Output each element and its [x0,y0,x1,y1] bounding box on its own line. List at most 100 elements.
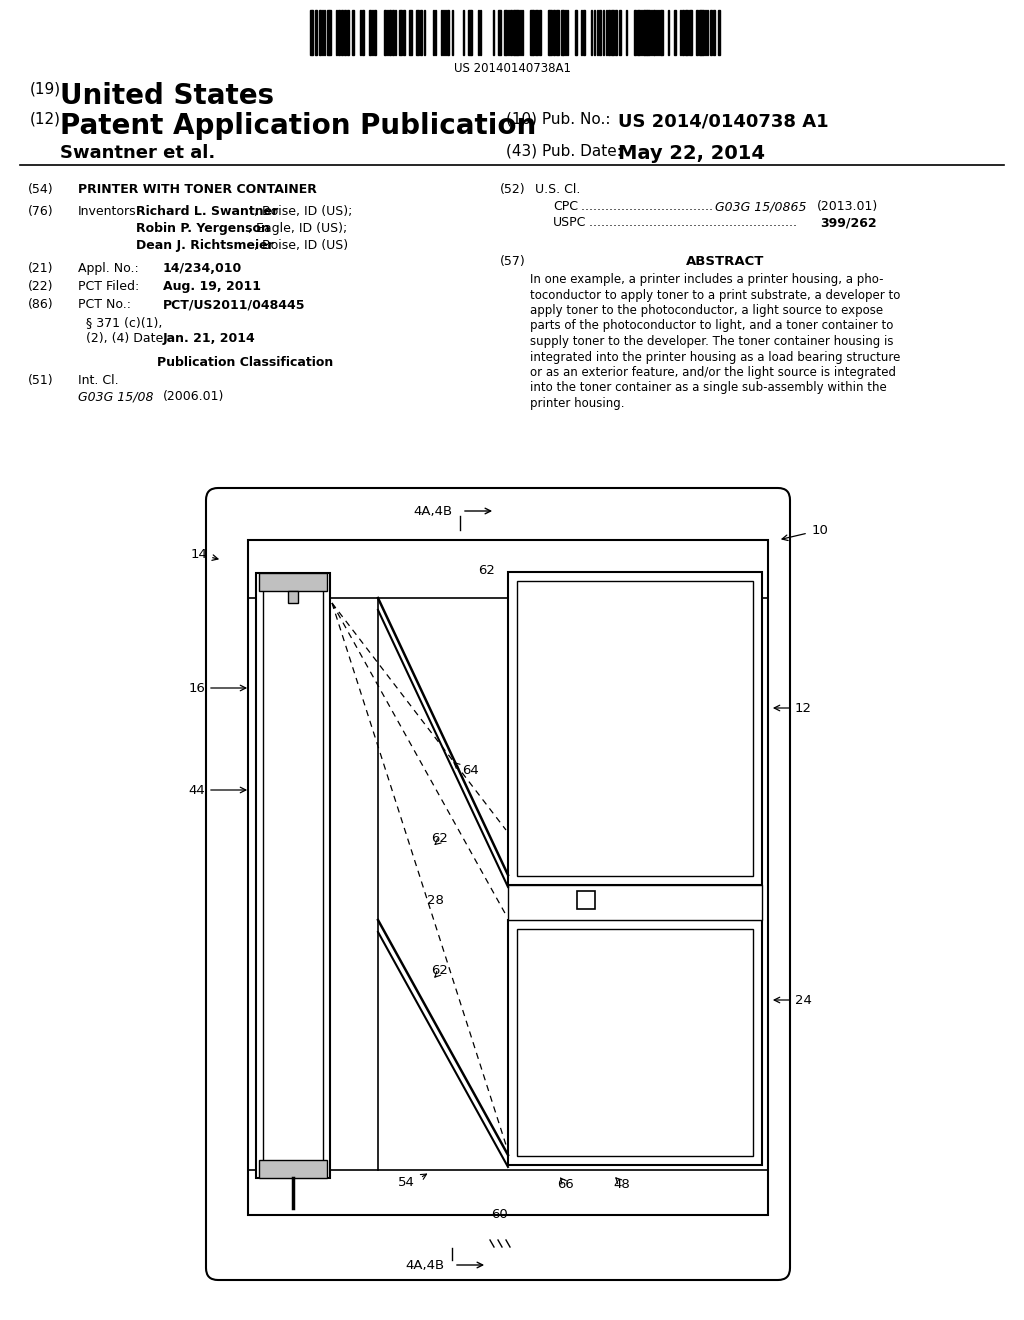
Bar [710,11,712,55]
Bar [682,11,684,55]
Text: 62: 62 [431,832,449,845]
Bar [517,11,519,55]
Bar [718,11,720,55]
Bar [510,11,512,55]
Bar [644,11,647,55]
Text: PCT/US2011/048445: PCT/US2011/048445 [163,298,305,312]
Text: (57): (57) [500,255,525,268]
Text: .................................: ................................. [577,201,713,213]
Bar [263,579,323,1171]
Bar [447,11,449,55]
Text: CPC: CPC [553,201,578,213]
Text: G03G 15/0865: G03G 15/0865 [715,201,807,213]
Bar [514,11,517,55]
Text: Dean J. Richtsmeier: Dean J. Richtsmeier [136,239,273,252]
Bar [409,11,412,55]
Text: Patent Application Publication: Patent Application Publication [60,112,537,140]
Text: 62: 62 [478,564,496,577]
Text: (76): (76) [28,205,53,218]
Text: apply toner to the photoconductor, a light source to expose: apply toner to the photoconductor, a lig… [530,304,883,317]
Bar [259,573,327,591]
Bar [468,11,471,55]
Text: Richard L. Swantner: Richard L. Swantner [136,205,279,218]
Bar [338,11,340,55]
Text: 48: 48 [603,582,621,594]
Text: (10) Pub. No.:: (10) Pub. No.: [506,112,610,127]
Bar [508,572,762,884]
Bar [259,1160,327,1177]
FancyBboxPatch shape [206,488,790,1280]
Text: PRINTER WITH TONER CONTAINER: PRINTER WITH TONER CONTAINER [78,183,316,195]
Text: 20: 20 [618,894,635,907]
Text: (12): (12) [30,112,61,127]
Text: Aug. 19, 2011: Aug. 19, 2011 [163,280,261,293]
Bar [637,11,640,55]
Bar [352,11,354,55]
Text: § 371 (c)(1),: § 371 (c)(1), [86,315,163,329]
Bar [403,11,406,55]
Bar [256,573,330,1177]
Bar [384,11,386,55]
Text: ....................................................: ........................................… [585,216,797,228]
Text: (43) Pub. Date:: (43) Pub. Date: [506,144,622,158]
Bar [689,11,691,55]
Text: Swantner et al.: Swantner et al. [60,144,215,162]
Text: (2), (4) Date:: (2), (4) Date: [86,333,168,345]
Bar [248,540,768,1214]
Text: Publication Classification: Publication Classification [157,356,333,370]
Bar [508,920,762,1166]
Text: United States: United States [60,82,274,110]
Bar [556,11,559,55]
Bar [399,11,402,55]
Bar [504,11,507,55]
Bar [530,11,534,55]
Text: integrated into the printer housing as a load bearing structure: integrated into the printer housing as a… [530,351,900,363]
Bar [686,11,688,55]
Text: Robin P. Yergenson: Robin P. Yergenson [136,222,270,235]
Text: (52): (52) [500,183,525,195]
Text: (86): (86) [28,298,53,312]
Bar [369,11,371,55]
Text: 14/234,010: 14/234,010 [163,261,243,275]
Text: ABSTRACT: ABSTRACT [686,255,764,268]
Bar [701,11,705,55]
Text: or as an exterior feature, and/or the light source is integrated: or as an exterior feature, and/or the li… [530,366,896,379]
Text: Appl. No.:: Appl. No.: [78,261,138,275]
Bar [347,11,349,55]
Bar [319,11,321,55]
Bar [327,11,329,55]
Bar [329,11,331,55]
Text: G03G 15/08: G03G 15/08 [78,389,154,403]
Text: U.S. Cl.: U.S. Cl. [535,183,581,195]
Bar [634,11,636,55]
Bar [618,11,621,55]
Text: (2013.01): (2013.01) [817,201,879,213]
Bar [696,11,698,55]
Text: 64: 64 [462,763,479,776]
Text: , Eagle, ID (US);: , Eagle, ID (US); [248,222,347,235]
Bar [420,11,422,55]
Text: 399/262: 399/262 [820,216,877,228]
Text: 62: 62 [431,964,449,977]
Text: (19): (19) [30,82,61,96]
Text: US 20140140738A1: US 20140140738A1 [454,62,570,75]
Text: (54): (54) [28,183,53,195]
Text: 60: 60 [492,1209,508,1221]
Text: May 22, 2014: May 22, 2014 [618,144,765,162]
Text: USPC: USPC [553,216,587,228]
Bar [535,11,538,55]
Bar [662,11,663,55]
Text: In one example, a printer includes a printer housing, a pho-: In one example, a printer includes a pri… [530,273,884,286]
Text: 54: 54 [398,1176,415,1188]
Text: 48: 48 [613,1179,631,1192]
Text: , Boise, ID (US): , Boise, ID (US) [254,239,348,252]
Text: PCT Filed:: PCT Filed: [78,280,139,293]
Bar [416,11,419,55]
Bar [288,591,298,603]
Text: 4A,4B: 4A,4B [404,1258,444,1271]
Bar [561,11,563,55]
Text: Jan. 21, 2014: Jan. 21, 2014 [163,333,256,345]
Text: 26: 26 [597,854,613,866]
Text: 54: 54 [683,611,699,624]
Text: 16: 16 [188,681,205,694]
